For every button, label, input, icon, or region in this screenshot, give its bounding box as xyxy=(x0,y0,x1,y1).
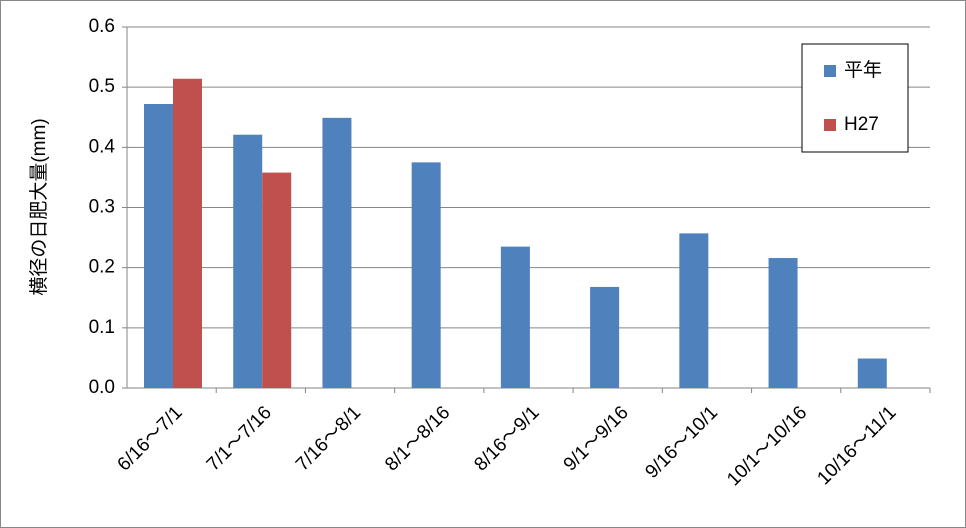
legend-label: 平年 xyxy=(844,59,882,81)
bar xyxy=(411,162,441,388)
y-tick-label: 0.6 xyxy=(89,16,115,37)
bar xyxy=(173,78,202,388)
y-tick-label: 0.1 xyxy=(89,317,115,338)
y-tick-label: 0.5 xyxy=(89,76,115,97)
y-tick-label: 0.3 xyxy=(89,197,115,218)
legend-swatch xyxy=(824,65,836,77)
bar xyxy=(144,104,173,388)
y-tick-label: 0.0 xyxy=(89,377,115,398)
bar xyxy=(322,117,352,388)
bar xyxy=(679,233,709,388)
bar xyxy=(768,258,798,388)
legend-label: H27 xyxy=(844,114,879,135)
bar xyxy=(590,286,620,388)
bar xyxy=(500,246,530,388)
legend-swatch xyxy=(824,119,836,131)
y-axis-title: 横径の日肥大量(mm) xyxy=(28,118,50,295)
y-tick-label: 0.2 xyxy=(89,257,115,278)
bar xyxy=(262,172,292,388)
bar xyxy=(857,358,887,388)
legend-box xyxy=(801,43,909,153)
bar xyxy=(233,134,263,388)
y-tick-label: 0.4 xyxy=(89,136,116,157)
